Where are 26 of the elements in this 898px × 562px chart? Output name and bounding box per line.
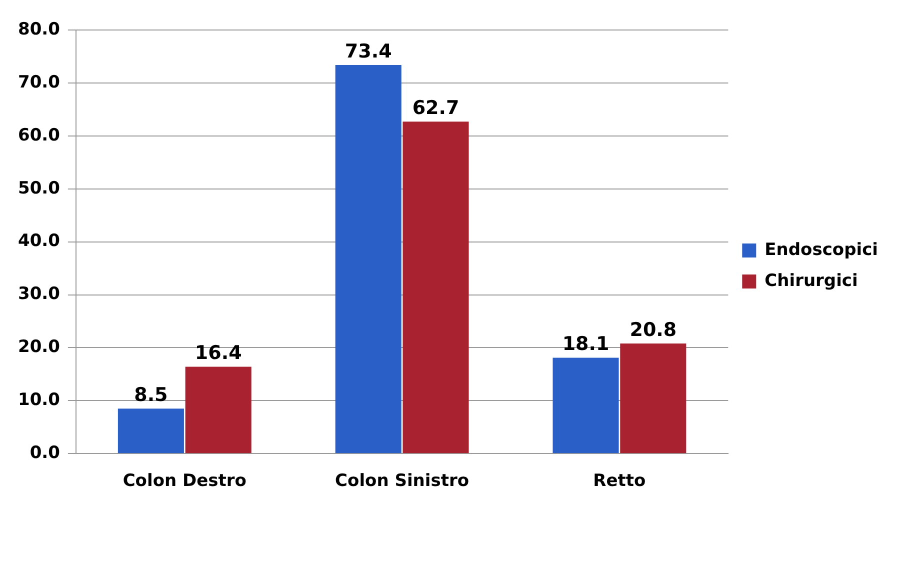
data-label: 8.5 — [134, 384, 168, 406]
data-label: 20.8 — [630, 318, 677, 341]
legend-label: Endoscopici — [764, 240, 878, 260]
x-tick-label: Retto — [593, 471, 646, 492]
y-tick-label: 0.0 — [30, 443, 60, 464]
y-tick-label: 50.0 — [18, 178, 60, 198]
bar — [402, 122, 469, 454]
data-label: 73.4 — [344, 40, 392, 62]
y-tick-label: 60.0 — [18, 125, 60, 146]
data-label: 16.4 — [194, 342, 242, 364]
y-tick-label: 20.0 — [18, 337, 60, 358]
y-tick-label: 40.0 — [18, 231, 60, 252]
bar — [335, 64, 402, 454]
bar — [552, 358, 619, 454]
bar — [118, 408, 184, 454]
y-tick-label: 80.0 — [18, 19, 60, 40]
legend-label: Chirurgici — [764, 270, 858, 291]
y-tick-label: 70.0 — [18, 72, 60, 92]
y-tick-label: 10.0 — [18, 390, 60, 410]
data-label: 18.1 — [562, 333, 610, 356]
bar — [620, 343, 686, 454]
data-label: 62.7 — [412, 97, 460, 120]
x-tick-label: Colon Sinistro — [335, 471, 470, 492]
x-tick-label: Colon Destro — [122, 471, 246, 492]
bar — [185, 366, 252, 454]
y-tick-label: 30.0 — [18, 284, 60, 304]
